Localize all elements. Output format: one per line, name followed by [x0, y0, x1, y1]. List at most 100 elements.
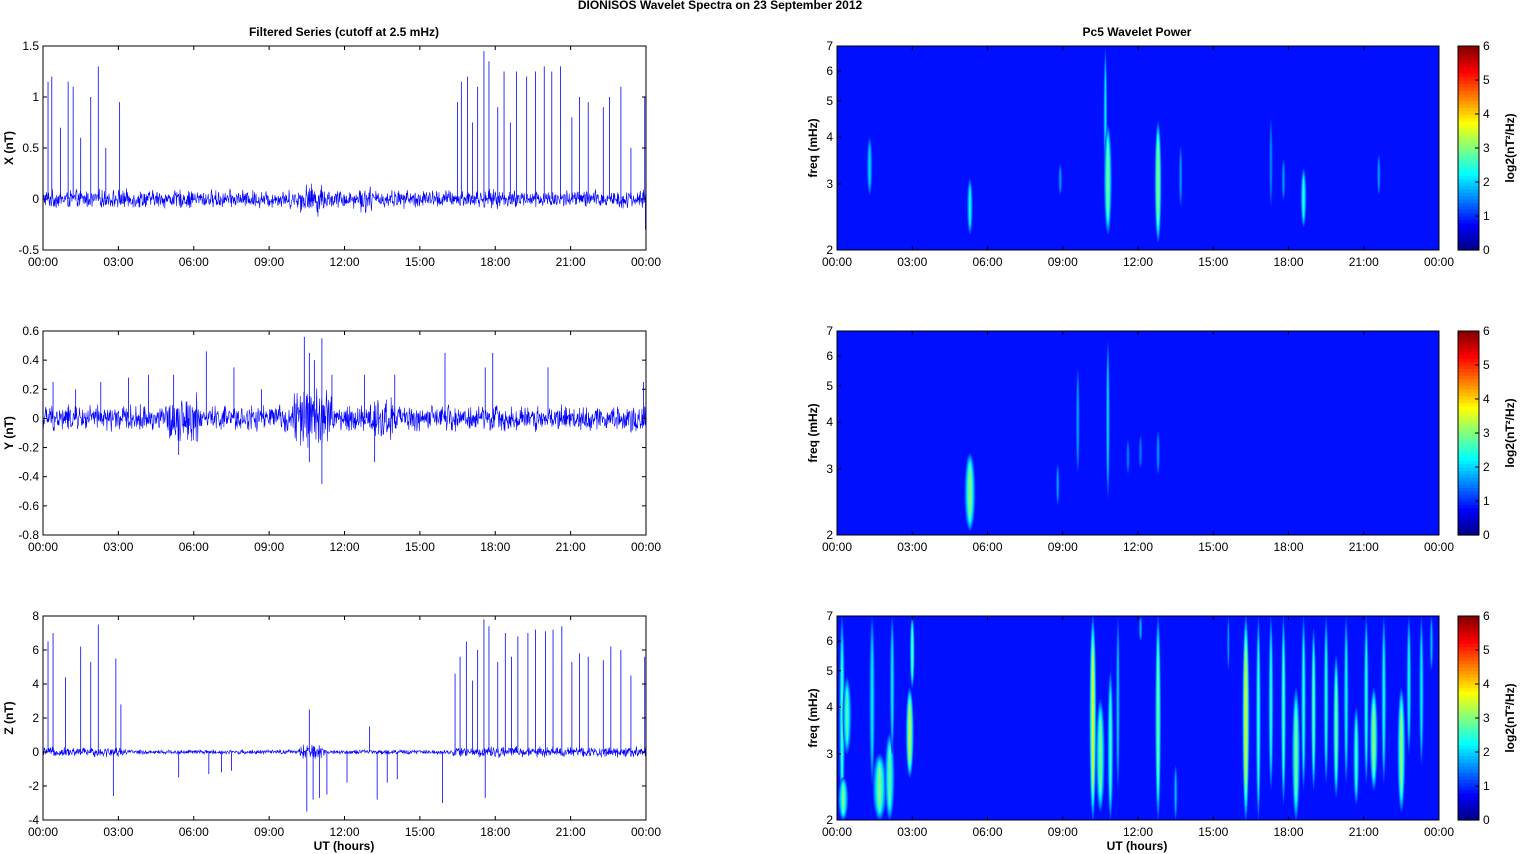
wavelet-power-z-colorbar-cell — [1458, 629, 1479, 634]
wavelet-power-y-ytick-label: 4 — [826, 415, 833, 429]
wavelet-power-y-ytick-label: 7 — [826, 324, 833, 338]
wavelet-power-z-power-blob — [1408, 642, 1410, 728]
wavelet-power-x-power-layer — [866, 48, 1381, 243]
wavelet-power-z-colorbar-cell — [1458, 809, 1479, 814]
filtered-y-ytick-label: 0 — [32, 411, 39, 425]
filtered-z-ylabel: Z (nT) — [2, 701, 16, 734]
wavelet-power-y-colorbar-cell — [1458, 331, 1479, 335]
wavelet-power-x-colorbar-cell — [1458, 49, 1479, 54]
wavelet-power-x-colorbar-cell — [1458, 97, 1479, 101]
wavelet-power-y-colorbar-cell — [1458, 453, 1479, 458]
wavelet-power-x-colorbar-cell — [1458, 66, 1479, 71]
wavelet-power-z-colorbar-cell — [1458, 738, 1479, 743]
filtered-x-xtick-label: 09:00 — [254, 255, 284, 269]
wavelet-power-x-colorbar-cell — [1458, 86, 1479, 91]
wavelet-power-x-xtick-label: 00:00 — [1424, 255, 1454, 269]
filtered-y-xtick-label: 03:00 — [103, 540, 133, 554]
wavelet-power-z-background — [837, 616, 1439, 820]
wavelet-power-x-colorbar-cell — [1458, 110, 1479, 115]
wavelet-power-y-colorbar-cell — [1458, 426, 1479, 431]
wavelet-power-x-colorbar-cell — [1458, 222, 1479, 227]
wavelet-power-x-colorbar-cell — [1458, 52, 1479, 57]
wavelet-power-x-colorbar-tick-label: 3 — [1483, 141, 1490, 155]
wavelet-power-x-colorbar-cell — [1458, 185, 1479, 190]
filtered-z-xtick-label: 12:00 — [329, 825, 359, 839]
wavelet-power-y-colorbar-cell — [1458, 358, 1479, 363]
wavelet-power-x-xtick-label: 21:00 — [1349, 255, 1379, 269]
wavelet-power-z-colorbar-cell — [1458, 775, 1479, 780]
wavelet-power-z-colorbar-cell — [1458, 667, 1479, 671]
filtered-z-xtick-label: 09:00 — [254, 825, 284, 839]
wavelet-power-y-colorbar-cell — [1458, 507, 1479, 512]
filtered-z-xtick-label: 18:00 — [480, 825, 510, 839]
filtered-z-series-line — [42, 744, 647, 759]
filtered-y-ylabel: Y (nT) — [2, 416, 16, 450]
wavelet-power-z-colorbar-tick-label: 6 — [1483, 609, 1490, 623]
wavelet-power-z-colorbar-cell — [1458, 782, 1479, 787]
wavelet-power-z-xtick-label: 00:00 — [1424, 825, 1454, 839]
wavelet-power-y-xtick-label: 12:00 — [1123, 540, 1153, 554]
wavelet-power-x-colorbar-cell — [1458, 148, 1479, 152]
wavelet-power-y-colorbar-cell — [1458, 429, 1479, 434]
wavelet-power-z-colorbar-cell — [1458, 690, 1479, 695]
wavelet-power-z-power-blob — [1109, 699, 1111, 792]
wavelet-power-z-colorbar-cell — [1458, 653, 1479, 658]
wavelet-power-x-colorbar-cell — [1458, 212, 1479, 217]
wavelet-power-x-colorbar-cell — [1458, 90, 1479, 95]
wavelet-power-z-power-blob — [909, 705, 911, 761]
wavelet-power-x-xtick-label: 18:00 — [1273, 255, 1303, 269]
wavelet-power-x-colorbar-cell — [1458, 134, 1479, 139]
wavelet-power-x-xtick-label: 09:00 — [1048, 255, 1078, 269]
filtered-y-ytick-label: -0.4 — [18, 470, 39, 484]
wavelet-power-y-ytick-label: 5 — [826, 379, 833, 393]
filtered-z-ytick-label: 8 — [32, 609, 39, 623]
wavelet-power-z-power-blob — [891, 642, 893, 728]
wavelet-power-x-colorbar-cell — [1458, 56, 1479, 61]
wavelet-power-y-colorbar-cell — [1458, 371, 1479, 376]
wavelet-power-z-power-blob — [842, 785, 844, 812]
wavelet-power-y-colorbar-cell — [1458, 467, 1479, 471]
wavelet-power-y-power-blob — [1127, 446, 1129, 468]
wavelet-power-x-colorbar-cell — [1458, 243, 1479, 248]
filtered-x-ytick-label: -0.5 — [18, 243, 39, 257]
wavelet-power-y-colorbar-cell — [1458, 409, 1479, 414]
filtered-y-ytick-label: -0.2 — [18, 441, 39, 455]
wavelet-power-z-colorbar-cell — [1458, 786, 1479, 790]
wavelet-power-z-colorbar-label: log2(nT²/Hz) — [1503, 683, 1517, 752]
wavelet-power-y-xtick-label: 18:00 — [1273, 540, 1303, 554]
wavelet-power-x-ytick-label: 4 — [826, 130, 833, 144]
wavelet-power-z-ytick-label: 6 — [826, 634, 833, 648]
wavelet-power-x-ytick-label: 6 — [826, 64, 833, 78]
wavelet-power-z-colorbar-cell — [1458, 724, 1479, 729]
wavelet-power-y-colorbar-cell — [1458, 524, 1479, 529]
wavelet-power-x-colorbar-cell — [1458, 46, 1479, 50]
wavelet-power-x-colorbar-cell — [1458, 246, 1479, 251]
wavelet-power-z-colorbar-cell — [1458, 758, 1479, 763]
wavelet-power-y-colorbar-tick-label: 6 — [1483, 324, 1490, 338]
wavelet-power-z-ylabel: freq (mHz) — [806, 688, 820, 747]
wavelet-power-x-colorbar-cell — [1458, 63, 1479, 67]
filtered-y-ytick-label: 0.2 — [22, 382, 39, 396]
wavelet-power-y-colorbar-cell — [1458, 480, 1479, 485]
filtered-z-ytick-label: 0 — [32, 745, 39, 759]
wavelet-power-y-colorbar-cell — [1458, 443, 1479, 448]
wavelet-power-x-power-blob — [1157, 144, 1159, 219]
wavelet-power-y-background — [837, 331, 1439, 535]
wavelet-power-y-power-blob — [1107, 371, 1109, 469]
wavelet-power-z-power-blob — [1258, 655, 1259, 781]
wavelet-power-x-colorbar-cell — [1458, 158, 1479, 163]
wavelet-power-x-power-blob — [1378, 162, 1380, 188]
wavelet-power-z-colorbar-cell — [1458, 616, 1479, 620]
filtered-x-xtick-label: 00:00 — [28, 255, 58, 269]
wavelet-power-x-power-blob — [1270, 135, 1272, 191]
wavelet-power-x-colorbar-cell — [1458, 141, 1479, 146]
wavelet-power-y-power-blob — [1057, 471, 1059, 498]
wavelet-power-x-colorbar-cell — [1458, 80, 1479, 84]
wavelet-power-x-colorbar-tick-label: 4 — [1483, 107, 1490, 121]
filtered-x-xtick-label: 18:00 — [480, 255, 510, 269]
wavelet-power-z-colorbar-cell — [1458, 728, 1479, 733]
wavelet-power-y-colorbar-cell — [1458, 511, 1479, 516]
wavelet-power-z-power-blob — [1373, 707, 1375, 771]
wavelet-power-y-colorbar-cell — [1458, 365, 1479, 369]
